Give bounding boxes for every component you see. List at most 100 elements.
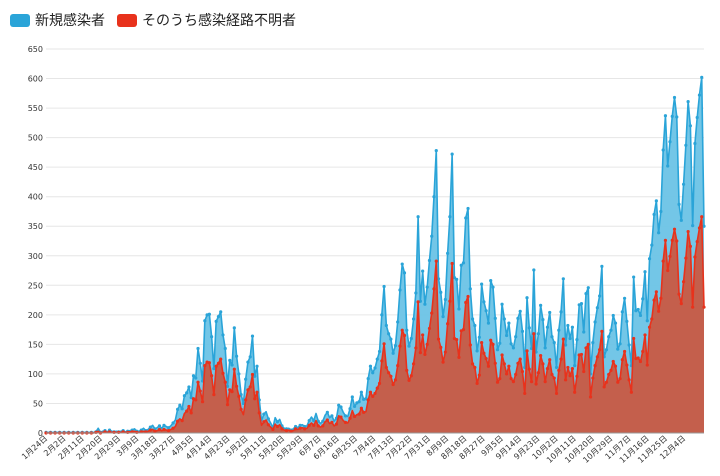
data-point-1 [176,419,180,423]
data-point-0 [180,407,184,411]
data-point-0 [527,326,531,330]
data-point-1 [652,298,656,302]
data-point-1 [529,380,534,384]
data-point-0 [586,286,590,290]
data-point-0 [357,400,361,404]
data-point-1 [398,344,402,348]
data-point-0 [414,291,418,295]
data-point-0 [455,277,459,281]
data-point-1 [228,388,232,392]
data-point-0 [473,323,477,328]
data-point-1 [248,385,252,389]
data-point-1 [666,268,670,273]
data-point-1 [563,378,568,382]
data-point-0 [559,310,563,314]
data-point-1 [135,430,139,435]
data-point-0 [212,367,216,371]
data-point-1 [505,372,509,376]
data-point-1 [316,424,320,428]
data-point-0 [557,328,561,332]
data-point-0 [500,302,504,306]
y-tick-label: 450 [28,163,43,172]
data-point-0 [303,424,307,429]
data-point-1 [443,350,447,354]
data-point-0 [446,251,450,256]
data-point-1 [246,388,250,392]
data-point-1 [194,398,198,402]
legend-item-new-cases[interactable]: 新規感染者 [10,10,105,30]
data-point-0 [375,357,379,361]
data-point-0 [396,320,400,324]
data-point-0 [185,391,189,395]
data-point-1 [552,376,556,380]
data-point-0 [468,287,472,291]
data-point-1 [618,377,622,381]
data-point-1 [573,390,577,394]
data-point-0 [402,271,407,275]
data-point-1 [681,280,686,284]
data-point-1 [391,382,395,387]
legend-label-unknown-route: そのうち感染経路不明者 [142,13,296,29]
data-point-0 [480,282,484,286]
data-point-0 [675,115,679,119]
data-point-1 [550,372,554,377]
data-point-1 [700,215,704,219]
data-point-1 [289,429,293,433]
data-point-1 [598,348,602,352]
data-point-1 [643,333,647,337]
data-point-1 [339,415,343,419]
data-point-0 [657,231,661,235]
data-point-1 [148,428,152,432]
data-point-0 [466,206,470,211]
data-point-1 [661,259,665,263]
data-point-1 [654,290,658,294]
data-point-1 [307,423,311,427]
data-point-1 [409,374,413,378]
data-point-1 [357,412,361,416]
data-point-0 [663,114,668,118]
data-point-1 [382,342,386,346]
y-tick-label: 150 [28,340,43,349]
data-point-1 [284,429,289,433]
data-point-1 [470,362,475,366]
data-point-1 [271,427,275,432]
data-point-0 [700,75,704,79]
data-point-1 [616,380,620,384]
data-point-0 [432,195,436,199]
data-point-1 [495,380,500,384]
data-point-1 [511,380,516,384]
data-point-0 [255,364,259,368]
data-point-1 [675,239,679,243]
legend-item-unknown-route[interactable]: そのうち感染経路不明者 [117,10,296,30]
data-point-0 [616,347,620,351]
data-point-1 [157,427,162,432]
data-point-0 [532,268,536,272]
data-point-1 [303,427,307,431]
y-tick-label: 500 [28,134,43,143]
data-point-1 [466,294,470,299]
data-point-0 [234,354,239,358]
data-point-0 [516,316,520,320]
data-point-0 [246,360,250,364]
data-point-0 [196,346,200,351]
data-point-0 [377,349,382,354]
data-point-0 [266,417,270,421]
data-point-0 [239,393,243,397]
y-tick-label: 300 [28,252,43,261]
data-point-0 [464,216,468,220]
data-point-1 [439,345,443,349]
data-point-0 [691,224,695,228]
data-point-1 [325,418,329,422]
data-point-0 [684,143,688,147]
data-point-1 [203,364,207,368]
data-point-0 [166,426,171,430]
data-point-0 [686,99,690,104]
data-point-0 [591,341,595,345]
data-point-1 [554,391,559,396]
data-point-1 [486,364,491,368]
data-point-0 [695,115,699,120]
data-point-1 [427,326,432,331]
data-point-1 [371,394,375,398]
data-point-1 [117,430,121,435]
data-point-0 [625,319,629,323]
